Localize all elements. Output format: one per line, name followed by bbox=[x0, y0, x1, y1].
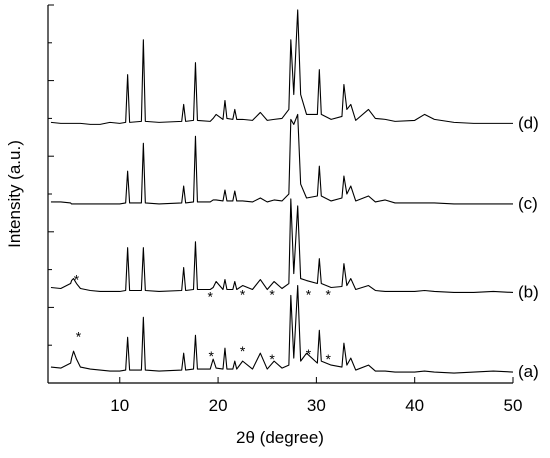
annotation: * bbox=[269, 351, 275, 367]
series-label: (a) bbox=[518, 362, 539, 381]
annotation: * bbox=[240, 343, 246, 359]
annotation: * bbox=[207, 288, 213, 304]
x-tick-label: 20 bbox=[209, 396, 228, 415]
xrd-pattern bbox=[50, 198, 514, 294]
annotation: * bbox=[325, 286, 331, 302]
annotation: * bbox=[306, 346, 312, 362]
annotation: * bbox=[76, 328, 82, 344]
x-tick-label: 10 bbox=[110, 396, 129, 415]
xrd-pattern bbox=[50, 9, 513, 125]
annotation: * bbox=[208, 348, 214, 364]
y-axis-title: Intensity (a.u.) bbox=[5, 140, 24, 248]
x-tick-label: 40 bbox=[405, 396, 424, 415]
x-tick-label: 50 bbox=[504, 396, 523, 415]
annotation: * bbox=[240, 286, 246, 302]
annotation: * bbox=[325, 351, 331, 367]
xrd-pattern bbox=[50, 284, 514, 374]
annotation: * bbox=[269, 286, 275, 302]
xrd-pattern bbox=[50, 113, 513, 205]
x-axis-title: 2θ (degree) bbox=[236, 428, 324, 447]
series-label: (d) bbox=[518, 113, 539, 132]
annotation: * bbox=[74, 272, 80, 288]
x-tick-label: 30 bbox=[307, 396, 326, 415]
series-label: (c) bbox=[518, 194, 538, 213]
series-label: (b) bbox=[518, 282, 539, 301]
annotation: * bbox=[306, 286, 312, 302]
